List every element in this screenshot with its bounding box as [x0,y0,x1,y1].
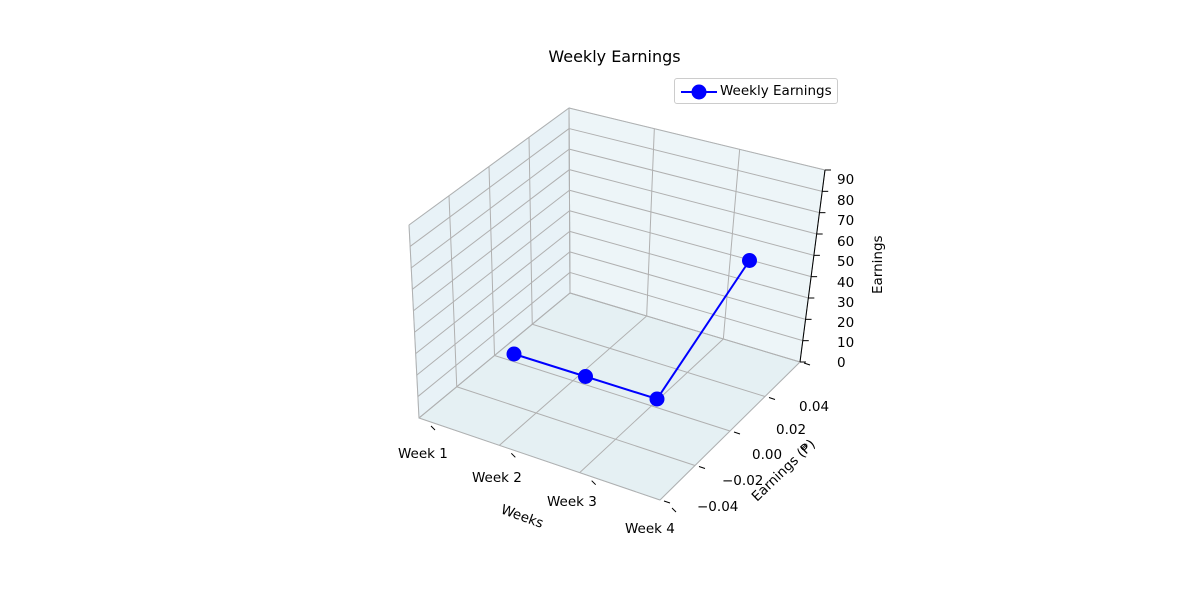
data-point [649,391,665,407]
grid-line [569,292,801,363]
z-tick-label: 70 [837,213,854,229]
data-point [742,253,757,268]
grid-line [494,355,731,432]
x-tick [671,507,677,513]
legend-label: Weekly Earnings [720,83,832,99]
chart-title: Weekly Earnings [548,47,681,66]
grid-line [569,169,817,235]
z-tick-label: 10 [837,335,854,351]
z-tick-label: 80 [837,193,854,209]
legend-marker-icon [681,84,717,100]
y-tick [768,397,776,400]
grid-line [569,271,803,342]
z-tick-label: 0 [837,355,846,371]
grid-line [568,107,826,171]
x-tick-label: Week 4 [625,521,675,537]
x-tick [430,425,436,431]
grid-line [418,417,661,501]
grid-line [408,224,420,419]
grid-line [569,189,815,256]
grid-line [568,107,571,294]
y-tick-label: −0.02 [722,473,763,489]
z-tick-label: 60 [837,234,854,250]
series-line [513,259,751,401]
grid-line [456,386,696,466]
grid-line [722,149,741,340]
data-point [578,369,593,384]
axis-ticks [430,169,831,513]
grid-line [448,195,458,387]
y-tick-label: −0.04 [697,499,738,515]
legend: Weekly Earnings [674,78,838,104]
y-tick [803,362,811,366]
grid-lines [408,107,826,501]
grid-line [646,128,655,317]
series-points [506,253,757,407]
z-axis-line [799,169,826,363]
z-tick-label: 30 [837,295,854,311]
z-tick-label: 90 [837,172,854,188]
grid-line [568,128,823,192]
y-tick-label: 0.04 [799,399,829,415]
z-tick-label: 50 [837,254,854,270]
y-tick-label: 0.00 [752,447,782,463]
data-point [506,346,522,362]
grid-line [569,251,806,320]
x-axis-label: Weeks [499,502,546,532]
grid-line [488,166,495,356]
x-tick [510,452,516,458]
grid-line [569,230,809,299]
y-tick [733,431,741,435]
y-tick-label: 0.02 [776,422,806,438]
grid-line [569,148,820,214]
grid-line [532,323,766,397]
y-tick [698,466,706,469]
grid-line [569,210,812,278]
x-tick [591,480,597,486]
grid-line [528,137,533,325]
x-tick-label: Week 1 [398,446,448,462]
z-axis-label: Earnings [870,235,886,294]
y-tick [663,500,671,504]
x-tick-label: Week 3 [547,494,597,510]
x-tick-label: Week 2 [472,470,522,486]
z-tick-label: 20 [837,315,854,331]
z-tick-label: 40 [837,275,854,291]
